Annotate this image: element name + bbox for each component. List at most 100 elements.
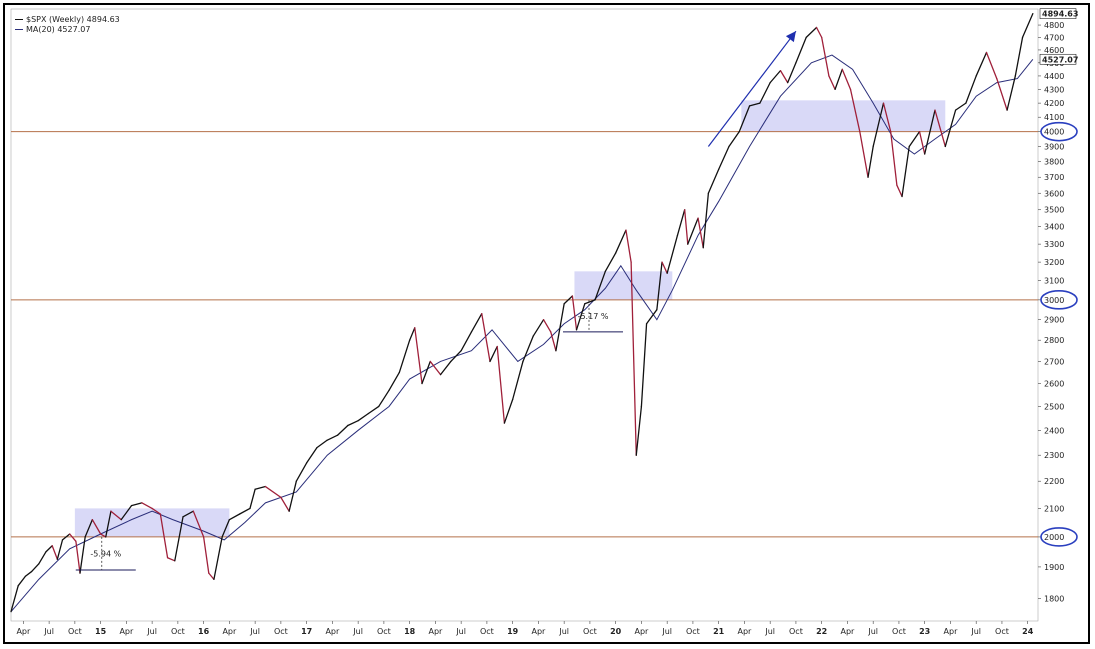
price-segment-37 — [288, 480, 297, 512]
x-tick-label-6: Oct — [171, 627, 185, 636]
price-segment-63 — [532, 319, 545, 337]
plot-area — [10, 8, 1039, 622]
x-tick-label-26: Oct — [686, 627, 700, 636]
price-segment-26 — [192, 510, 205, 538]
x-tick-label-1: Jul — [43, 627, 54, 636]
price-segment-28 — [208, 572, 215, 581]
y-tick-label-4000: 4000 — [1044, 128, 1064, 137]
y-tick-label-2800: 2800 — [1044, 336, 1064, 345]
x-tick-label-28: Apr — [738, 627, 753, 636]
price-segment-39 — [305, 446, 318, 464]
circle-level-2000 — [1040, 527, 1078, 547]
y-tick-label-2300: 2300 — [1044, 451, 1064, 460]
y-tick-label-4600: 4600 — [1044, 46, 1064, 55]
x-tick-label-15: 18 — [404, 627, 416, 636]
x-tick-label-4: Apr — [119, 627, 134, 636]
x-tick-label-11: 17 — [301, 627, 312, 636]
price-segment-12 — [79, 536, 86, 574]
price-segment-95 — [787, 62, 797, 84]
price-segment-27 — [202, 536, 210, 574]
x-tick-label-25: Jul — [661, 627, 672, 636]
price-segment-112 — [918, 131, 926, 155]
price-segment-122 — [1014, 36, 1024, 77]
price-segment-88 — [718, 145, 730, 171]
price-segment-34 — [254, 485, 267, 490]
x-tick-label-29: Jul — [764, 627, 775, 636]
price-segment-48 — [398, 339, 411, 374]
y-tick-label-2900: 2900 — [1044, 316, 1064, 325]
price-segment-54 — [450, 350, 462, 363]
price-segment-100 — [828, 75, 836, 91]
price-segment-19 — [130, 502, 143, 507]
price-segment-42 — [336, 424, 349, 436]
price-segment-116 — [954, 102, 967, 111]
y-tick-label-1800: 1800 — [1044, 595, 1064, 604]
legend-price-label: $SPX (Weekly) 4894.63 — [26, 15, 120, 24]
x-tick-label-23: 20 — [610, 627, 622, 636]
price-segment-51 — [421, 360, 431, 385]
y-tick-label-3600: 3600 — [1044, 189, 1064, 198]
price-segment-72 — [604, 252, 617, 272]
price-segment-17 — [110, 510, 122, 521]
price-chart: 1800 1900 2000 2100 2200 2300 2400 2500 2600 2700… — [10, 8, 1078, 636]
price-last-badge-text: 4894.63 — [1042, 10, 1078, 19]
price-segment-50 — [414, 327, 423, 385]
consolidation-box-2 — [574, 271, 673, 300]
price-segment-86 — [702, 192, 710, 249]
y-tick-label-4800: 4800 — [1044, 21, 1064, 30]
circle-level-4000 — [1040, 121, 1078, 142]
price-segment-44 — [357, 412, 370, 422]
price-segment-20 — [141, 502, 153, 510]
price-segment-66 — [555, 303, 565, 352]
legend-price: $SPX (Weekly) 4894.63 — [15, 15, 120, 24]
price-segment-93 — [769, 69, 782, 84]
price-segment-30 — [221, 518, 231, 538]
price-segment-102 — [841, 68, 852, 91]
x-tick-label-38: Oct — [995, 627, 1009, 636]
price-segment-62 — [522, 335, 534, 363]
legend-ma: MA(20) 4527.07 — [15, 25, 90, 34]
price-segment-123 — [1021, 12, 1034, 39]
y-tick-label-4100: 4100 — [1044, 113, 1064, 122]
x-tick-label-18: Oct — [480, 627, 494, 636]
price-segment-104 — [859, 131, 869, 178]
price-segment-10 — [69, 533, 77, 542]
y-tick-label-4300: 4300 — [1044, 85, 1064, 94]
price-segment-22 — [159, 513, 169, 559]
price-segment-25 — [182, 510, 194, 518]
price-last-badge-box — [1039, 8, 1077, 19]
price-segment-1 — [10, 585, 19, 613]
price-segment-113 — [924, 109, 936, 155]
y-tick-label-3900: 3900 — [1044, 142, 1064, 151]
x-tick-label-0: Apr — [16, 627, 31, 636]
price-segment-23 — [166, 557, 176, 562]
price-segment-87 — [707, 168, 720, 194]
x-tick-label-13: Jul — [352, 627, 363, 636]
price-segment-74 — [625, 229, 632, 263]
y-tick-label-2700: 2700 — [1044, 357, 1064, 366]
x-tick-label-8: Apr — [222, 627, 237, 636]
x-tick-label-24: Apr — [634, 627, 649, 636]
price-segment-73 — [615, 229, 627, 254]
y-tick-label-3100: 3100 — [1044, 277, 1064, 286]
price-segment-69 — [575, 303, 586, 331]
price-segment-9 — [61, 533, 71, 541]
circle-level-3000 — [1040, 290, 1078, 310]
price-segment-14 — [91, 518, 102, 535]
x-tick-label-34: Oct — [892, 627, 906, 636]
x-tick-label-16: Apr — [428, 627, 443, 636]
consolidation-box-1 — [74, 508, 230, 537]
x-tick-label-2: Oct — [68, 627, 82, 636]
x-tick-label-7: 16 — [198, 627, 210, 636]
x-tick-label-39: 24 — [1022, 627, 1034, 636]
price-segment-52 — [429, 360, 442, 376]
price-segment-35 — [264, 485, 282, 499]
price-segment-96 — [795, 36, 807, 64]
y-tick-label-2500: 2500 — [1044, 402, 1064, 411]
y-tick-label-2200: 2200 — [1044, 477, 1064, 486]
price-segment-121 — [1006, 75, 1016, 111]
price-segment-58 — [489, 345, 498, 363]
price-segment-24 — [174, 516, 184, 562]
pullback-label-1: -5.94 % — [90, 549, 121, 558]
price-segment-70 — [584, 299, 596, 305]
